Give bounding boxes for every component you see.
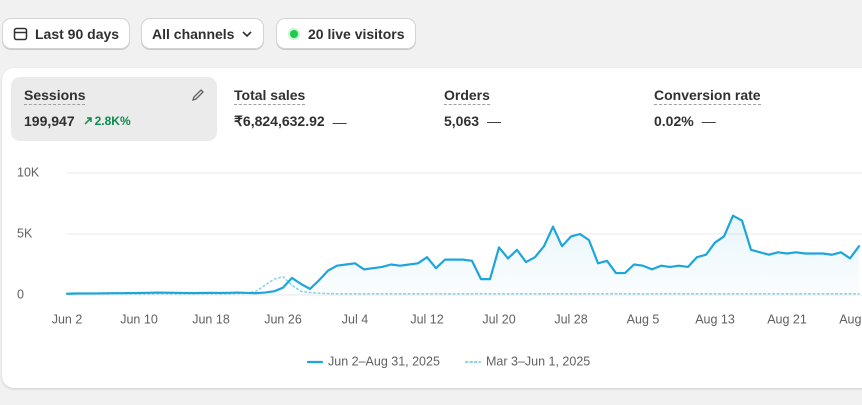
metric-label: Conversion rate <box>654 87 761 105</box>
metric-value: 5,063 <box>444 113 480 129</box>
metric-change: 2.8K% <box>94 114 131 128</box>
date-range-button[interactable]: Last 90 days <box>2 18 131 49</box>
x-tick-label: Jul 4 <box>342 312 368 326</box>
live-visitors-button[interactable]: 20 live visitors <box>276 18 416 49</box>
y-tick-label: 5K <box>17 226 33 240</box>
metric-label: Sessions <box>24 87 86 105</box>
legend-label: Jun 2–Aug 31, 2025 <box>328 354 440 368</box>
chevron-icon <box>242 30 253 37</box>
y-tick-label: 10K <box>17 165 40 179</box>
x-tick-label: Aug 13 <box>695 312 735 326</box>
metric-label: Orders <box>444 87 490 105</box>
metric-tile[interactable]: Orders 5,063 — <box>431 77 637 141</box>
channels-label: All channels <box>152 25 235 42</box>
edit-icon[interactable] <box>191 88 205 102</box>
metric-value: ₹6,824,632.92 <box>234 113 325 129</box>
up-arrow <box>84 117 92 125</box>
metric-tile[interactable]: Conversion rate 0.02% — <box>641 77 847 141</box>
metric-change: — <box>701 113 716 129</box>
metric-label: Total sales <box>234 87 306 105</box>
x-tick-label: Jul 20 <box>482 312 515 326</box>
metric-change: — <box>487 113 502 129</box>
series-area <box>67 215 859 295</box>
series-line <box>65 214 861 295</box>
x-tick-label: Jul 28 <box>554 312 587 326</box>
calendar-icon <box>13 27 28 41</box>
date-range-label: Last 90 days <box>35 25 120 42</box>
y-tick-label: 0 <box>17 287 24 301</box>
live-visitors-label: 20 live visitors <box>308 25 405 42</box>
x-tick-label: Jul 12 <box>410 312 443 326</box>
x-tick-label: Aug 5 <box>627 312 660 326</box>
x-tick-label: Jun 18 <box>192 312 230 326</box>
x-tick-label: Jun 26 <box>264 312 302 326</box>
metric-change: — <box>332 113 347 130</box>
metric-value: 0.02% <box>654 113 694 129</box>
live-dot <box>288 27 300 40</box>
x-tick-label: Jun 2 <box>52 312 83 326</box>
x-tick-label: Aug 29 <box>839 312 862 326</box>
legend-label: Mar 3–Jun 1, 2025 <box>486 354 590 368</box>
x-tick-label: Jun 10 <box>120 312 158 326</box>
metric-tile[interactable]: Total sales ₹6,824,632.92 — <box>221 77 427 141</box>
x-tick-label: Aug 21 <box>767 312 807 326</box>
channels-button[interactable]: All channels <box>141 18 265 49</box>
metric-tile[interactable]: Sessions 199,947 2.8K% <box>11 77 217 141</box>
metric-value: 199,947 <box>24 113 75 129</box>
